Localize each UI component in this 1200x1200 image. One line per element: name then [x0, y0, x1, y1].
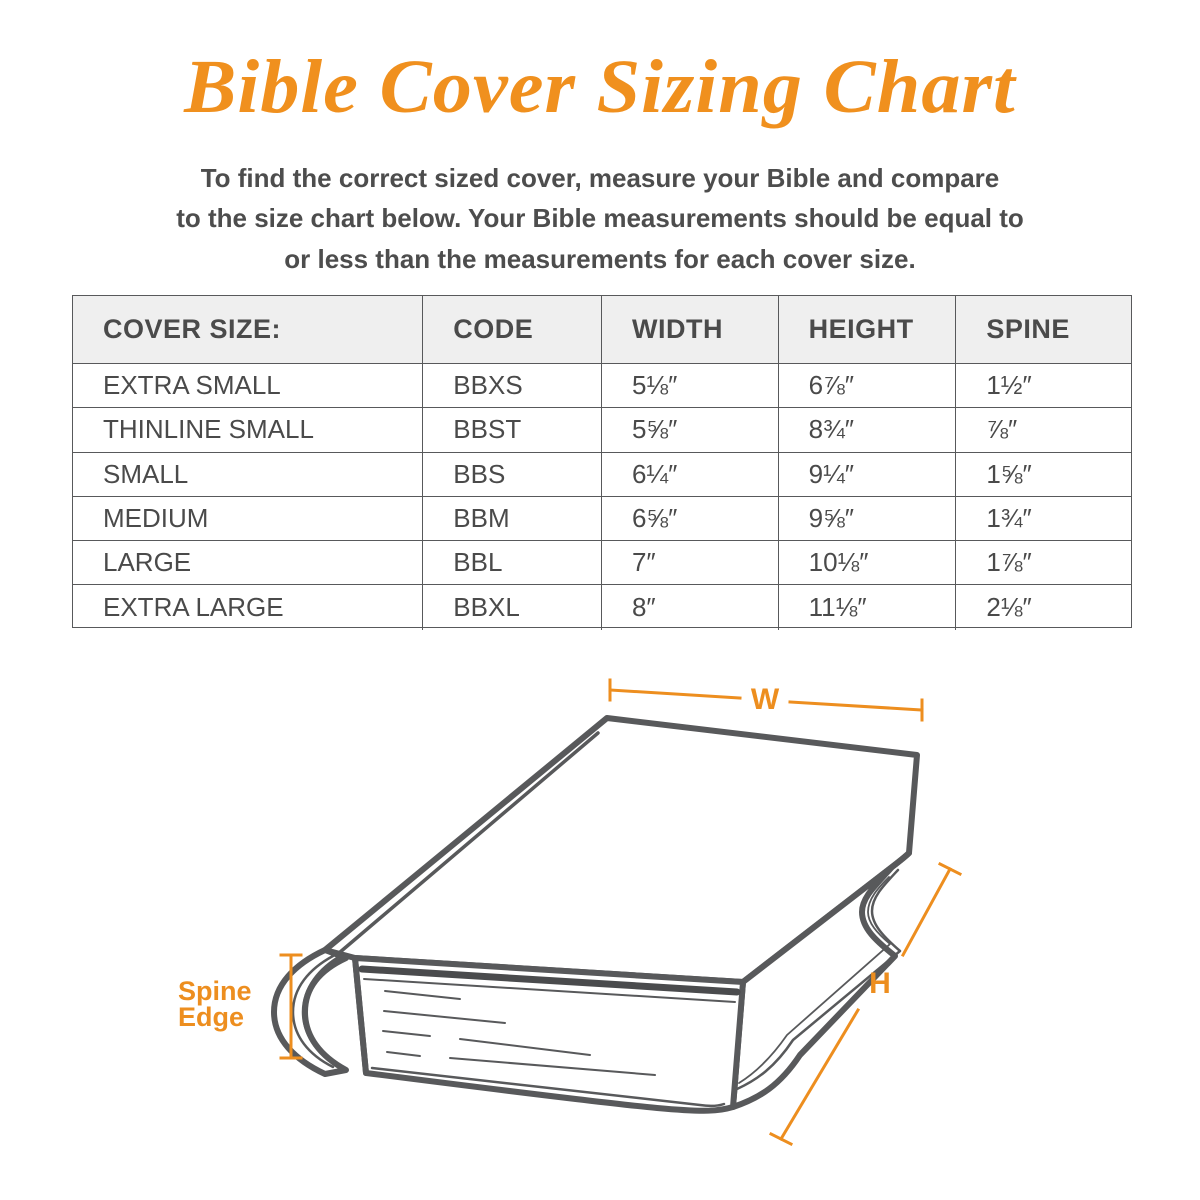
- svg-text:H: H: [869, 967, 891, 1000]
- svg-text:W: W: [751, 683, 780, 716]
- svg-text:Edge: Edge: [178, 1002, 244, 1032]
